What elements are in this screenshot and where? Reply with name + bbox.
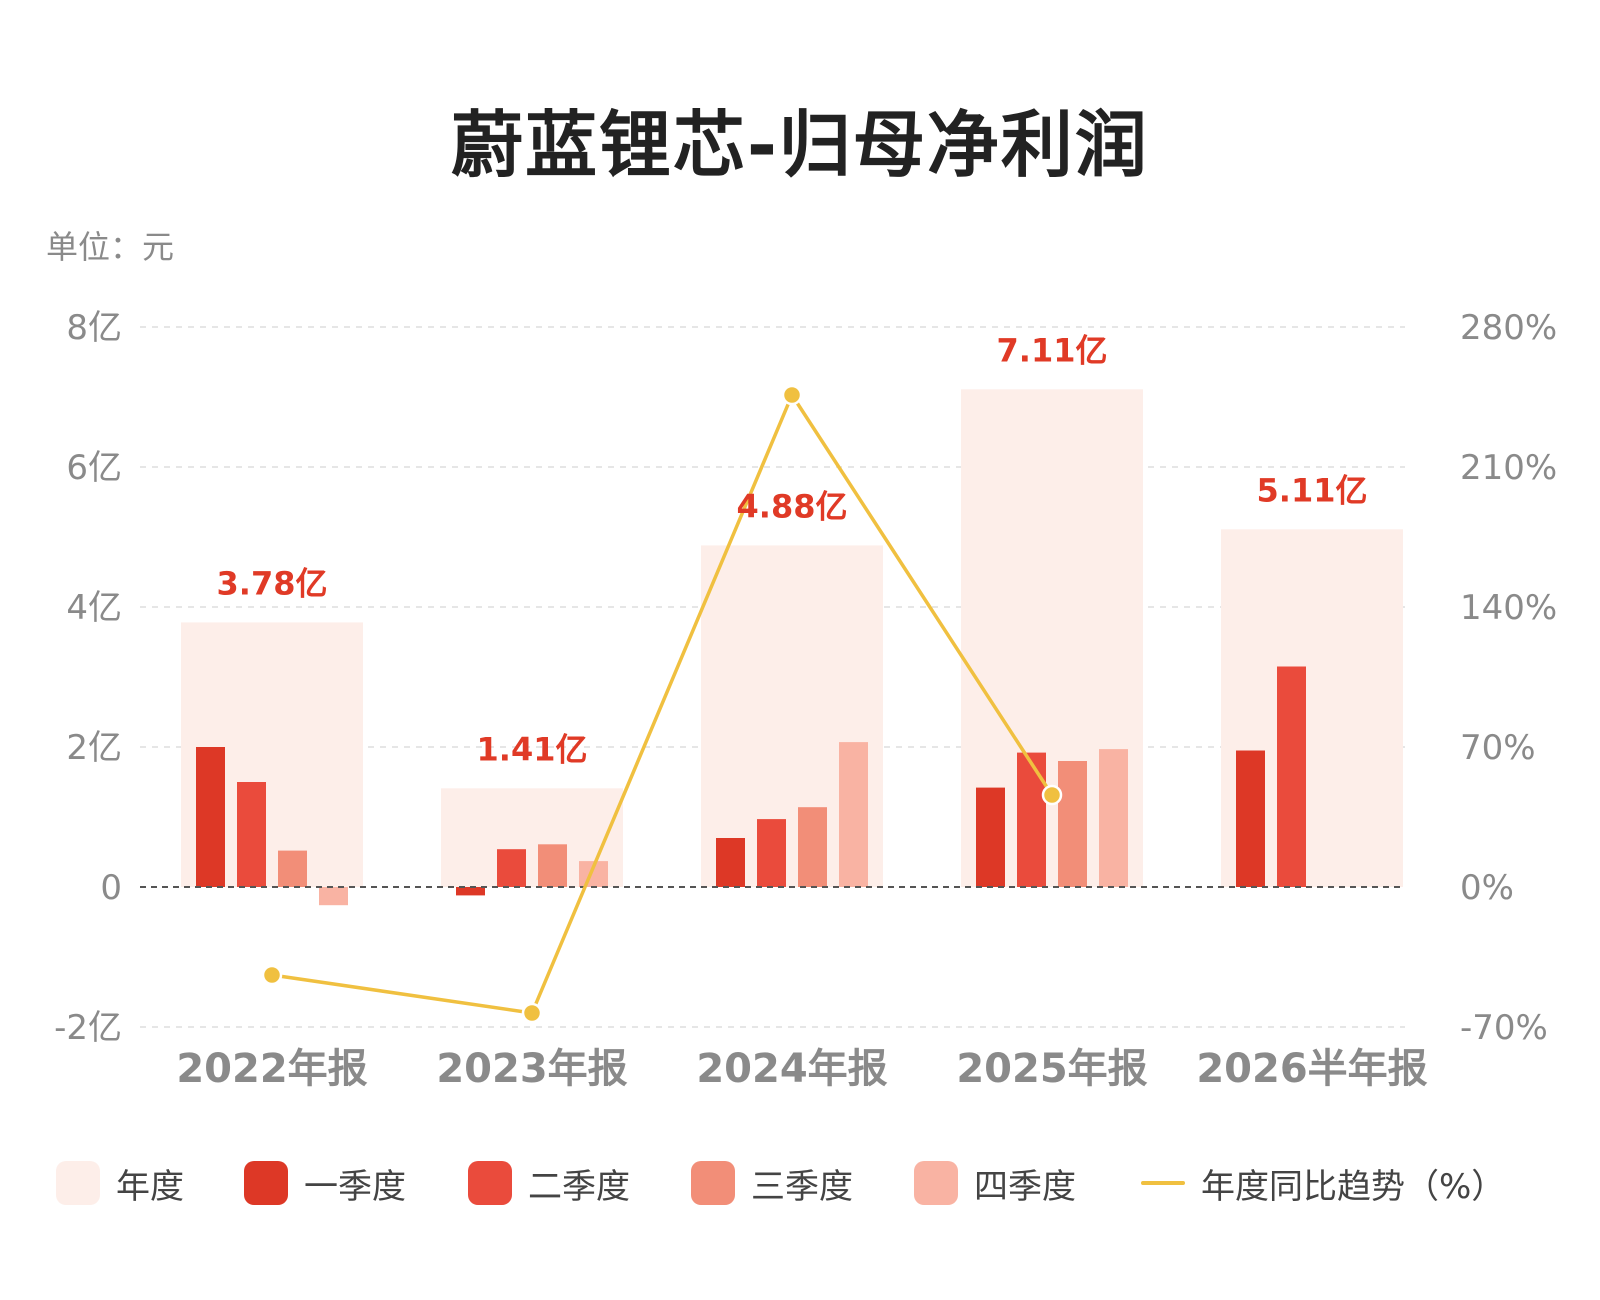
y-left-tick-label: 4亿 bbox=[66, 588, 122, 628]
annual-value-label: 1.41亿 bbox=[477, 730, 588, 768]
trend-point bbox=[521, 1002, 543, 1024]
legend-swatch bbox=[914, 1161, 958, 1205]
quarter-bar-1 bbox=[976, 787, 1005, 887]
y-left-tick-label: -2亿 bbox=[54, 1008, 122, 1048]
quarter-bar-4 bbox=[319, 887, 348, 906]
legend-label: 年度同比趋势（%） bbox=[1201, 1166, 1506, 1207]
legend-item: 四季度 bbox=[914, 1155, 1076, 1211]
y-right-tick-label: 0% bbox=[1460, 868, 1514, 908]
chart-area: 3.78亿 1.41亿 4.88亿 7.11亿 5.11亿 -2亿 0 2亿 4亿 6亿 8亿 -7… bbox=[54, 308, 1557, 1092]
quarter-bar-2 bbox=[237, 782, 266, 887]
y-left-tick-label: 8亿 bbox=[66, 308, 122, 348]
quarter-bar-4 bbox=[839, 742, 868, 887]
annual-value-label: 3.78亿 bbox=[217, 564, 328, 602]
y-right-tick-label: 210% bbox=[1460, 448, 1557, 488]
quarter-bar-2 bbox=[497, 849, 526, 887]
y-left-tick-label: 0 bbox=[100, 868, 122, 908]
y-right-tick-label: -70% bbox=[1460, 1008, 1548, 1048]
quarter-bar-3 bbox=[538, 844, 567, 887]
annual-value-label: 7.11亿 bbox=[997, 331, 1108, 369]
quarter-bars bbox=[196, 666, 1306, 906]
legend-swatch bbox=[468, 1161, 512, 1205]
quarter-bar-1 bbox=[1236, 750, 1265, 887]
quarter-bar-1 bbox=[716, 838, 745, 887]
trend-line bbox=[271, 393, 1054, 1015]
legend-item: 年度同比趋势（%） bbox=[1141, 1155, 1505, 1211]
legend-swatch bbox=[244, 1161, 288, 1205]
x-category-label: 2024年报 bbox=[696, 1046, 887, 1092]
trend-line-layer bbox=[261, 384, 1063, 1024]
chart-title: 蔚蓝锂芯-归母净利润 bbox=[451, 103, 1149, 187]
legend-item: 年度 bbox=[56, 1155, 184, 1211]
legend-label: 二季度 bbox=[528, 1166, 630, 1207]
trend-point bbox=[1041, 784, 1063, 806]
trend-point bbox=[781, 384, 803, 406]
quarter-bar-2 bbox=[1017, 752, 1046, 887]
quarter-bar-3 bbox=[798, 807, 827, 887]
annual-bars bbox=[181, 389, 1403, 887]
legend: 年度 一季度 二季度 三季度 四季度 年度同比趋势（%） bbox=[56, 1155, 1576, 1211]
x-category-label: 2023年报 bbox=[436, 1046, 627, 1092]
legend-line-swatch bbox=[1141, 1181, 1185, 1185]
legend-label: 三季度 bbox=[751, 1166, 853, 1207]
trend-point bbox=[261, 964, 283, 986]
quarter-bar-1 bbox=[456, 887, 485, 896]
legend-item: 一季度 bbox=[244, 1155, 406, 1211]
quarter-bar-3 bbox=[1058, 761, 1087, 887]
quarter-bar-4 bbox=[1099, 749, 1128, 887]
quarter-bar-1 bbox=[196, 747, 225, 887]
legend-label: 年度 bbox=[116, 1166, 184, 1207]
quarter-bar-3 bbox=[278, 850, 307, 887]
axis-layer: -2亿 0 2亿 4亿 6亿 8亿 -70% 0% 70% 140% 210% 280% 2022年报 2… bbox=[54, 308, 1557, 1092]
quarter-bar-2 bbox=[1277, 666, 1306, 887]
label-layer: 3.78亿 1.41亿 4.88亿 7.11亿 5.11亿 bbox=[217, 331, 1368, 768]
quarter-bar-2 bbox=[757, 819, 786, 887]
legend-item: 二季度 bbox=[468, 1155, 630, 1211]
y-left-tick-label: 2亿 bbox=[66, 728, 122, 768]
legend-swatch bbox=[691, 1161, 735, 1205]
annual-value-label: 4.88亿 bbox=[737, 487, 848, 525]
legend-swatch bbox=[56, 1161, 100, 1205]
annual-value-label: 5.11亿 bbox=[1257, 471, 1368, 509]
x-category-label: 2022年报 bbox=[176, 1046, 367, 1092]
legend-item: 三季度 bbox=[691, 1155, 853, 1211]
y-right-tick-label: 70% bbox=[1460, 728, 1536, 768]
legend-label: 四季度 bbox=[974, 1166, 1076, 1207]
x-category-label: 2025年报 bbox=[956, 1046, 1147, 1092]
unit-label: 单位：元 bbox=[46, 228, 175, 266]
x-category-label: 2026半年报 bbox=[1196, 1046, 1427, 1092]
y-right-tick-label: 140% bbox=[1460, 588, 1557, 628]
y-right-tick-label: 280% bbox=[1460, 308, 1557, 348]
y-left-tick-label: 6亿 bbox=[66, 448, 122, 488]
legend-label: 一季度 bbox=[304, 1166, 406, 1207]
